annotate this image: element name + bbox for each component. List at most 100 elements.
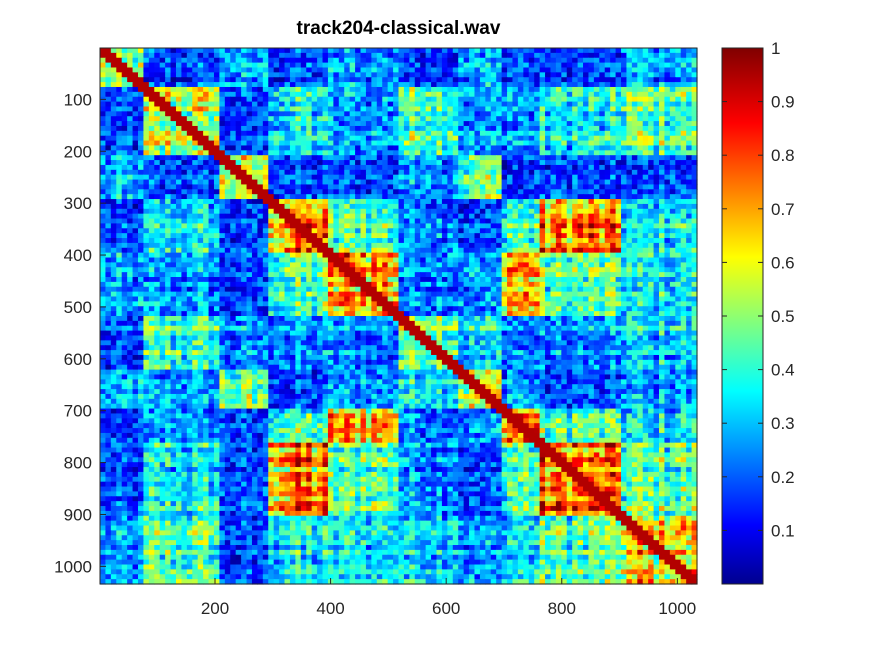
heatmap-cell bbox=[100, 67, 107, 73]
heatmap-cell bbox=[132, 164, 139, 171]
heatmap-cell bbox=[148, 48, 155, 54]
heatmap-cell bbox=[344, 179, 351, 186]
heatmap-cell bbox=[360, 199, 367, 205]
heatmap-cell bbox=[414, 150, 421, 156]
heatmap-cell bbox=[246, 72, 253, 78]
heatmap-cell bbox=[474, 82, 481, 88]
heatmap-cell bbox=[181, 218, 188, 225]
heatmap-cell bbox=[441, 257, 448, 263]
heatmap-cell bbox=[393, 169, 400, 176]
heatmap-cell bbox=[165, 203, 172, 210]
heatmap-cell bbox=[447, 67, 454, 73]
heatmap-cell bbox=[403, 174, 410, 181]
heatmap-cell bbox=[219, 52, 226, 59]
heatmap-cell bbox=[588, 91, 595, 98]
heatmap-cell bbox=[333, 67, 340, 73]
heatmap-cell bbox=[490, 52, 497, 59]
heatmap-cell bbox=[279, 213, 286, 220]
heatmap-cell bbox=[490, 189, 497, 195]
heatmap-cell bbox=[517, 257, 524, 263]
heatmap-cell bbox=[572, 145, 579, 151]
heatmap-cell bbox=[414, 48, 421, 54]
heatmap-cell bbox=[219, 252, 226, 259]
heatmap-cell bbox=[355, 135, 362, 142]
heatmap-cell bbox=[387, 48, 394, 54]
heatmap-cell bbox=[230, 52, 237, 59]
heatmap-cell bbox=[420, 155, 427, 161]
heatmap-cell bbox=[197, 233, 204, 239]
heatmap-cell bbox=[137, 145, 145, 151]
heatmap-cell bbox=[338, 57, 345, 64]
heatmap-cell bbox=[213, 223, 220, 229]
heatmap-cell bbox=[127, 101, 134, 108]
heatmap-cell bbox=[604, 116, 611, 122]
heatmap-cell bbox=[127, 86, 134, 93]
heatmap-cell bbox=[458, 130, 465, 137]
heatmap-cell bbox=[463, 199, 470, 205]
heatmap-cell bbox=[300, 238, 307, 244]
heatmap-cell bbox=[403, 242, 410, 249]
heatmap-cell bbox=[387, 67, 394, 73]
heatmap-cell bbox=[338, 116, 345, 122]
heatmap-cell bbox=[653, 189, 660, 195]
heatmap-cell bbox=[306, 257, 313, 263]
heatmap-cell bbox=[170, 82, 177, 88]
heatmap-cell bbox=[311, 267, 318, 273]
heatmap-cell bbox=[631, 242, 638, 249]
heatmap-cell bbox=[572, 194, 579, 200]
heatmap-cell bbox=[403, 218, 410, 225]
heatmap-cell bbox=[425, 135, 432, 142]
heatmap-cell bbox=[159, 169, 166, 176]
heatmap-cell bbox=[501, 247, 508, 254]
heatmap-cell bbox=[175, 213, 183, 220]
heatmap-cell bbox=[637, 57, 644, 64]
heatmap-cell bbox=[224, 169, 231, 176]
heatmap-cell bbox=[295, 125, 302, 132]
heatmap-cell bbox=[181, 140, 188, 147]
heatmap-cell bbox=[599, 203, 606, 210]
heatmap-cell bbox=[186, 223, 193, 229]
heatmap-cell bbox=[349, 135, 356, 142]
heatmap-cell bbox=[469, 140, 476, 147]
heatmap-cell bbox=[208, 91, 215, 98]
heatmap-cell bbox=[192, 160, 199, 166]
heatmap-cell bbox=[680, 111, 687, 117]
heatmap-cell bbox=[561, 125, 568, 132]
heatmap-cell bbox=[360, 194, 367, 200]
heatmap-cell bbox=[686, 57, 693, 64]
heatmap-cell bbox=[458, 140, 465, 147]
heatmap-cell bbox=[452, 86, 459, 93]
heatmap-cell bbox=[593, 184, 600, 190]
heatmap-cell bbox=[637, 48, 644, 54]
heatmap-cell bbox=[273, 208, 280, 215]
heatmap-cell bbox=[279, 91, 286, 98]
heatmap-cell bbox=[669, 116, 676, 122]
heatmap-cell bbox=[626, 199, 633, 205]
heatmap-cell bbox=[523, 62, 530, 69]
heatmap-cell bbox=[230, 91, 237, 98]
heatmap-cell bbox=[137, 213, 145, 220]
heatmap-cell bbox=[550, 48, 557, 54]
heatmap-cell bbox=[241, 208, 248, 215]
heatmap-cell bbox=[284, 257, 291, 263]
heatmap-cell bbox=[599, 96, 606, 103]
heatmap-cell bbox=[181, 238, 188, 244]
heatmap-cell bbox=[642, 67, 649, 73]
heatmap-cell bbox=[148, 62, 155, 69]
heatmap-cell bbox=[691, 174, 698, 181]
heatmap-cell bbox=[463, 242, 470, 249]
heatmap-cell bbox=[403, 48, 410, 54]
heatmap-cell bbox=[528, 169, 535, 176]
heatmap-cell bbox=[349, 262, 356, 268]
heatmap-cell bbox=[268, 203, 275, 210]
heatmap-cell bbox=[382, 145, 389, 151]
heatmap-cell bbox=[621, 101, 628, 108]
heatmap-cell bbox=[338, 233, 345, 239]
heatmap-cell bbox=[539, 252, 546, 259]
heatmap-cell bbox=[284, 252, 291, 259]
heatmap-cell bbox=[490, 194, 497, 200]
heatmap-cell bbox=[409, 91, 416, 98]
heatmap-cell bbox=[501, 223, 508, 229]
heatmap-cell bbox=[295, 194, 302, 200]
heatmap-cell bbox=[365, 238, 372, 244]
